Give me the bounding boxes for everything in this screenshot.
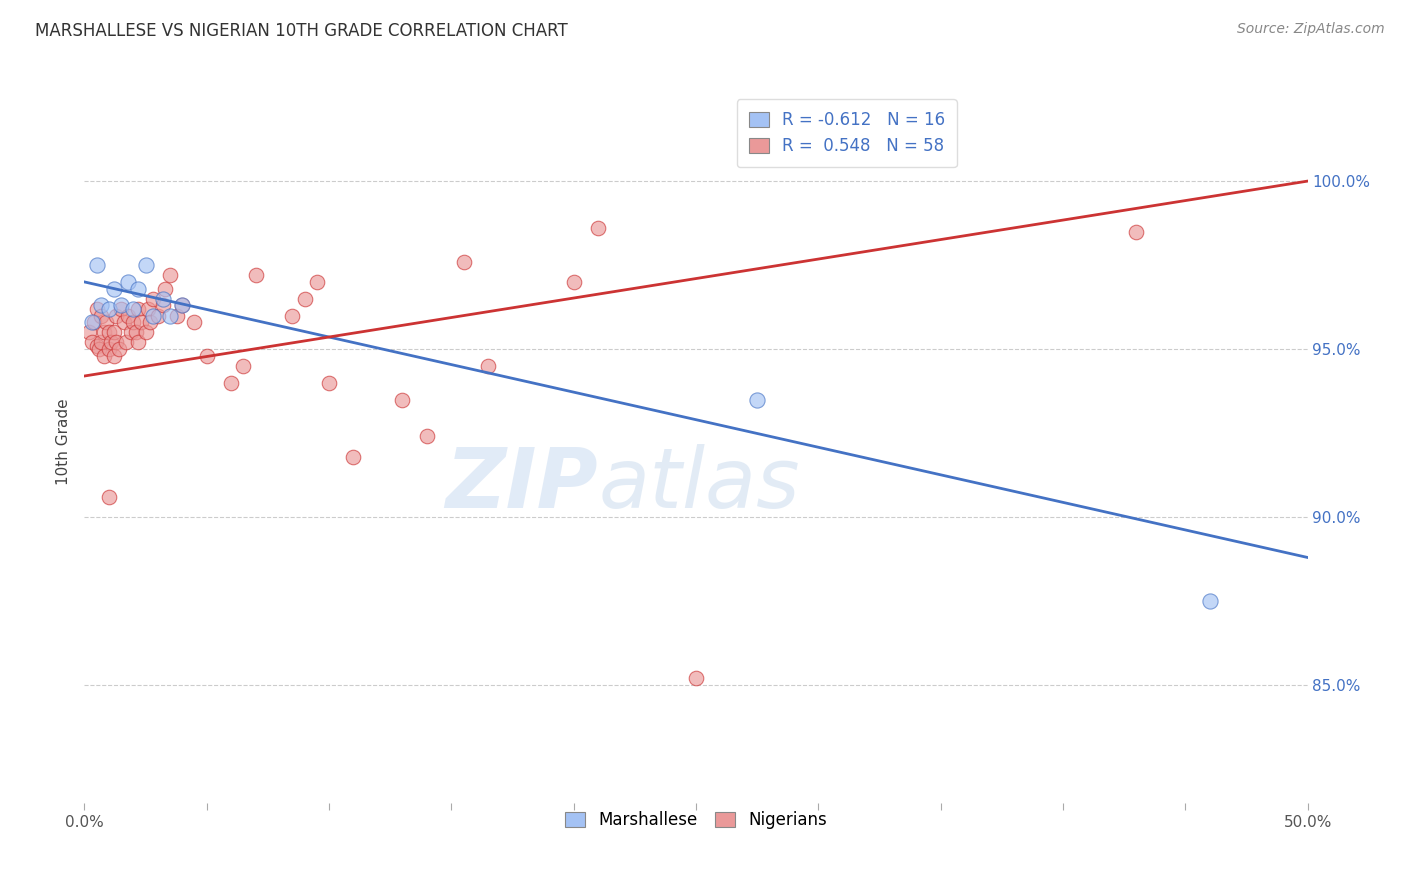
Point [87, 342, 110, 356]
Point [97, 326, 120, 340]
Point [127, 335, 149, 350]
Point [117, 275, 139, 289]
Point [245, 268, 267, 283]
Point [83, 315, 105, 329]
Point [117, 309, 139, 323]
Legend: Marshallese, Nigerians: Marshallese, Nigerians [557, 803, 835, 838]
Point [172, 298, 194, 312]
Point [103, 326, 125, 340]
Point [195, 349, 218, 363]
Point [135, 258, 157, 272]
Point [96, 315, 118, 329]
Point [105, 335, 128, 350]
Point [112, 315, 135, 329]
Point [152, 298, 174, 312]
Point [219, 376, 242, 390]
Y-axis label: 10th Grade: 10th Grade [56, 398, 72, 485]
Point [103, 349, 125, 363]
Point [97, 490, 120, 504]
Text: Source: ZipAtlas.com: Source: ZipAtlas.com [1237, 22, 1385, 37]
Point [416, 429, 439, 443]
Point [391, 392, 413, 407]
Point [166, 309, 188, 323]
Point [80, 335, 103, 350]
Point [586, 221, 609, 235]
Point [127, 282, 149, 296]
Point [115, 335, 138, 350]
Point [100, 335, 122, 350]
Point [103, 282, 125, 296]
Point [105, 309, 128, 323]
Point [90, 298, 112, 312]
Point [86, 258, 108, 272]
Point [142, 292, 165, 306]
Point [305, 275, 328, 289]
Point [685, 672, 707, 686]
Text: MARSHALLESE VS NIGERIAN 10TH GRADE CORRELATION CHART: MARSHALLESE VS NIGERIAN 10TH GRADE CORRE… [35, 22, 568, 40]
Point [183, 315, 205, 329]
Point [90, 335, 112, 350]
Point [107, 342, 129, 356]
Point [477, 359, 499, 373]
Point [232, 359, 254, 373]
Point [122, 301, 145, 316]
Point [129, 315, 152, 329]
Point [93, 326, 115, 340]
Point [159, 309, 181, 323]
Text: ZIP: ZIP [446, 444, 598, 525]
Point [318, 376, 340, 390]
Point [747, 392, 769, 407]
Point [86, 339, 108, 353]
Point [110, 298, 132, 312]
Point [142, 309, 165, 323]
Point [97, 342, 120, 356]
Point [139, 315, 162, 329]
Point [120, 326, 142, 340]
Point [86, 301, 108, 316]
Point [1198, 594, 1220, 608]
Point [152, 292, 174, 306]
Point [110, 301, 132, 316]
Point [122, 315, 145, 329]
Point [80, 315, 103, 329]
Point [77, 326, 100, 340]
Point [1125, 225, 1147, 239]
Point [146, 309, 169, 323]
Point [453, 254, 475, 268]
Point [135, 326, 157, 340]
Point [93, 349, 115, 363]
Point [159, 268, 181, 283]
Point [90, 309, 112, 323]
Point [172, 298, 194, 312]
Point [127, 301, 149, 316]
Point [294, 292, 316, 306]
Point [153, 282, 176, 296]
Point [125, 326, 148, 340]
Point [281, 309, 304, 323]
Point [342, 450, 364, 464]
Point [97, 301, 120, 316]
Point [136, 301, 159, 316]
Point [562, 275, 585, 289]
Text: atlas: atlas [598, 444, 800, 525]
